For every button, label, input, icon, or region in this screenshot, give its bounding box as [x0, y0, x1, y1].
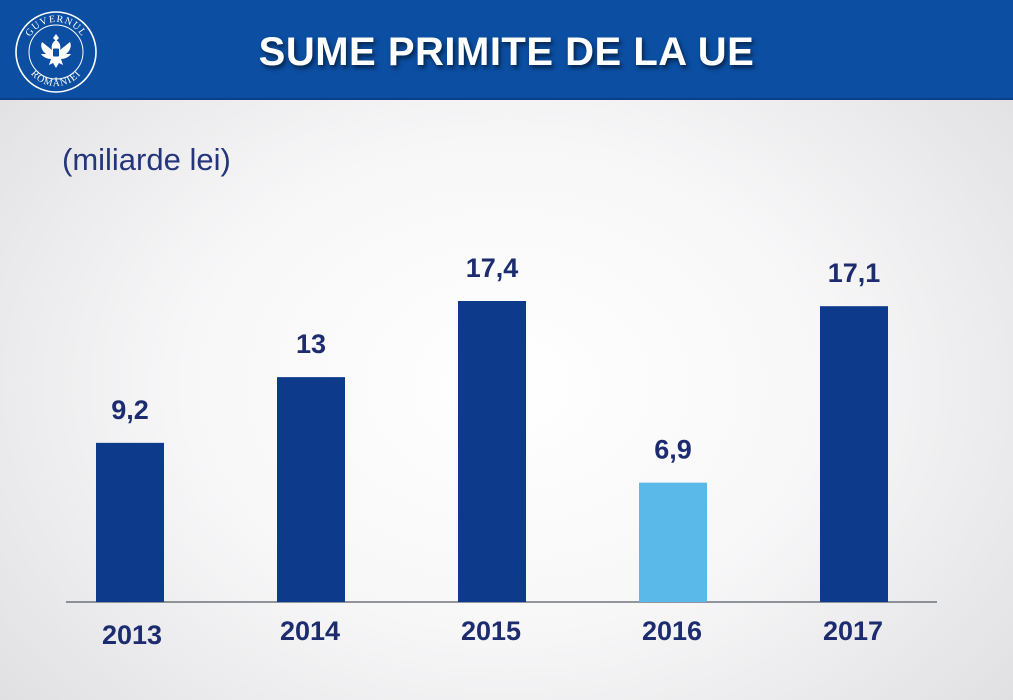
- category-label-2016: 2016: [642, 616, 702, 646]
- bar-2017: [820, 306, 888, 602]
- category-label-2014: 2014: [280, 616, 340, 646]
- category-label-2015: 2015: [461, 616, 521, 646]
- bar-2016: [639, 482, 707, 602]
- value-label-2017: 17,1: [828, 258, 881, 288]
- value-label-2013: 9,2: [111, 395, 149, 425]
- bar-2015: [458, 301, 526, 602]
- page-title: SUME PRIMITE DE LA UE: [258, 30, 755, 74]
- unit-label: (miliarde lei): [62, 142, 231, 177]
- bar-2013: [96, 442, 164, 602]
- value-label-2016: 6,9: [654, 435, 692, 465]
- category-label-2017: 2017: [823, 616, 883, 646]
- eagle-icon: [41, 34, 71, 68]
- value-label-2015: 17,4: [466, 253, 519, 283]
- guvernul-romaniei-logo: GUVERNUL ROMÂNIEI: [15, 11, 97, 93]
- category-label-2013: 2013: [102, 620, 162, 650]
- value-label-2014: 13: [296, 329, 326, 359]
- header-banner: GUVERNUL ROMÂNIEI SUME PRIMITE DE LA UE: [0, 0, 1013, 100]
- bar-2014: [277, 377, 345, 602]
